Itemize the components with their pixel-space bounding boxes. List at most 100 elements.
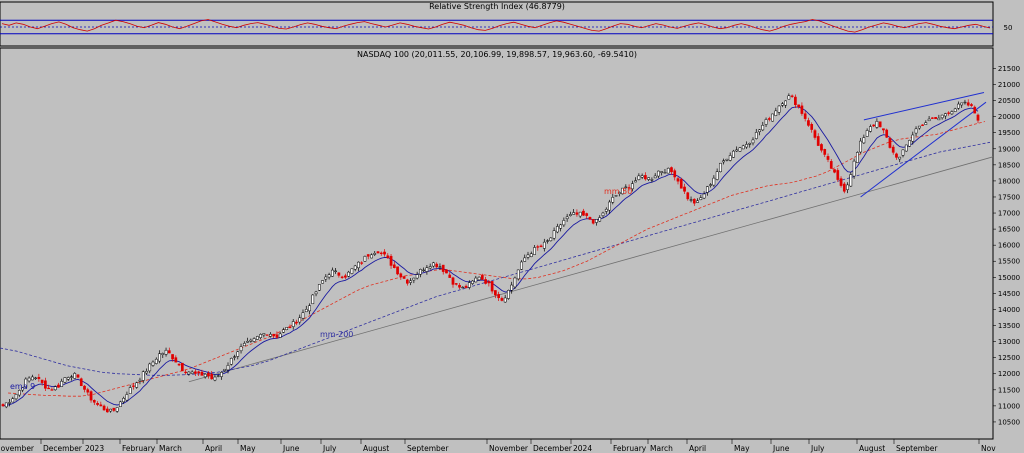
candle (402, 275, 406, 280)
candle-body (559, 224, 562, 229)
candle (383, 249, 386, 257)
candle (8, 399, 11, 407)
candle (66, 376, 70, 382)
candle (285, 327, 289, 331)
candle-body (70, 376, 73, 378)
candle-body (76, 374, 80, 378)
candle-body (960, 102, 964, 106)
candle-body (898, 156, 902, 160)
candle (109, 408, 112, 413)
candle-body (689, 199, 693, 201)
candle (787, 93, 791, 100)
candle-body (347, 271, 351, 277)
candle (604, 207, 608, 215)
candle (334, 268, 337, 274)
candle (445, 269, 448, 274)
candle (908, 139, 911, 147)
candle (608, 199, 611, 214)
candle-body (151, 361, 155, 366)
candle (673, 168, 677, 181)
candle (399, 272, 403, 280)
y-tick-label: 18500 (998, 161, 1020, 169)
candle-body (252, 338, 256, 342)
candle (725, 158, 729, 162)
mm200-line (0, 141, 991, 376)
candle-body (803, 113, 807, 119)
candle (125, 391, 129, 402)
candle-body (57, 384, 60, 388)
candle (878, 121, 882, 128)
candle-body (428, 266, 432, 269)
candle (141, 370, 145, 384)
candle-body (865, 130, 869, 137)
candle-body (383, 251, 386, 255)
candle-body (872, 124, 876, 127)
y-tick-label: 18000 (998, 177, 1020, 185)
candle (187, 371, 191, 376)
x-tick-label: April (205, 444, 222, 453)
candle (451, 276, 455, 288)
trendline-wedge-upper (863, 92, 985, 121)
candle-body (549, 237, 553, 242)
candle (226, 362, 230, 374)
candle-body (278, 333, 282, 338)
candle-body (164, 349, 168, 355)
candle-body (516, 269, 520, 280)
candle-body (794, 96, 797, 106)
candle-body (115, 407, 119, 412)
candle (441, 264, 445, 275)
candle-body (441, 264, 445, 272)
candle-body (846, 184, 849, 190)
candle (650, 177, 654, 183)
candle (582, 208, 585, 216)
candle (598, 215, 602, 222)
candle (484, 276, 487, 285)
candle-body (630, 183, 634, 190)
candle-body (494, 290, 497, 296)
candle-body (262, 333, 266, 336)
candle-body (86, 389, 90, 393)
candle (291, 318, 295, 330)
candle-body (914, 128, 918, 134)
y-tick-label: 10500 (998, 418, 1020, 426)
candle (624, 184, 628, 190)
candle-body (533, 247, 536, 255)
candle-body (650, 179, 654, 181)
candle-body (99, 404, 103, 407)
candle (575, 209, 579, 217)
y-tick-label: 15500 (998, 258, 1020, 266)
moving-average-lines (0, 106, 991, 407)
candle (233, 354, 236, 361)
candle (957, 101, 960, 110)
candle (614, 195, 618, 197)
candle (839, 176, 843, 188)
candle-body (657, 170, 660, 177)
candle (533, 245, 536, 256)
candle (11, 396, 15, 403)
candle-body (389, 255, 393, 266)
candle (666, 167, 670, 174)
candle (510, 281, 514, 294)
candle-body (370, 254, 373, 259)
candle (174, 355, 178, 363)
candle (242, 341, 246, 347)
candle (810, 122, 814, 133)
candle (435, 262, 439, 269)
x-tick-label: December (43, 444, 83, 453)
y-tick-label: 21000 (998, 81, 1020, 89)
candle (467, 280, 471, 290)
candle-body (50, 389, 54, 391)
candle-body (207, 372, 210, 377)
candle-body (647, 177, 651, 180)
candle (523, 254, 527, 262)
candle (924, 120, 928, 126)
candle (930, 117, 934, 119)
x-tick-label: August (859, 444, 885, 453)
candle-body (562, 220, 566, 226)
candle-body (467, 282, 471, 288)
candle-body (308, 305, 311, 312)
y-tick-label: 16000 (998, 242, 1020, 250)
candle (389, 253, 393, 269)
trendline-wedge-lower (860, 101, 987, 198)
candle-body (510, 284, 514, 291)
